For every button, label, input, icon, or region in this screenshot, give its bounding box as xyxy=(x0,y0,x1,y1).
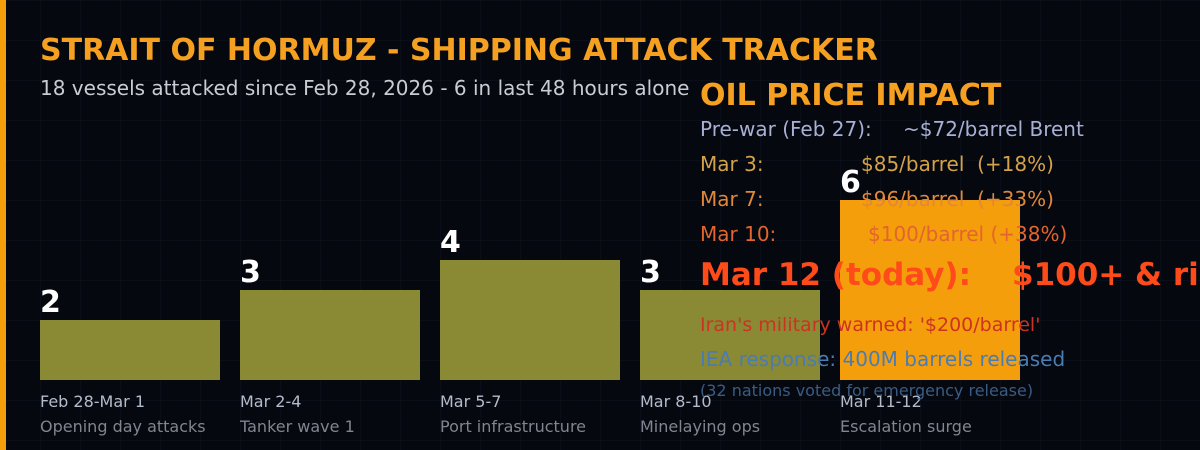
prewar-value: ~$72/barrel Brent xyxy=(903,117,1084,141)
price-date: Mar 7: xyxy=(700,187,764,211)
bars: 2 Feb 28-Mar 1 Opening day attacks 3 Mar 2-4… xyxy=(40,165,1020,436)
value-label: 2 xyxy=(40,285,61,320)
chart-title: STRAIT OF HORMUZ - SHIPPING ATTACK TRACK… xyxy=(40,33,878,68)
iea-note: (32 nations voted for emergency release) xyxy=(700,381,1033,400)
today-value: $100+ & ri xyxy=(1012,257,1199,293)
price-date: Mar 10: xyxy=(700,222,776,246)
chart-subtitle: 18 vessels attacked since Feb 28, 2026 -… xyxy=(40,76,689,100)
category-label: Mar 2-4 xyxy=(240,392,301,411)
category-description: Tanker wave 1 xyxy=(239,417,355,436)
prewar-label: Pre-war (Feb 27): xyxy=(700,117,872,141)
category-label: Mar 11-12 xyxy=(840,392,922,411)
value-label: 3 xyxy=(640,255,661,290)
oil-panel: OIL PRICE IMPACT Pre-war (Feb 27): ~$72/… xyxy=(700,78,1199,400)
category-description: Minelaying ops xyxy=(640,417,760,436)
bar xyxy=(240,290,420,380)
price-date: Mar 3: xyxy=(700,152,764,176)
category-description: Escalation surge xyxy=(840,417,972,436)
price-value: $96/barrel (+33%) xyxy=(861,187,1054,211)
bar xyxy=(840,200,1020,380)
iea-response: IEA response: 400M barrels released xyxy=(700,347,1065,371)
category-description: Opening day attacks xyxy=(40,417,206,436)
price-value: $100/barrel (+38%) xyxy=(868,222,1067,246)
bar xyxy=(440,260,620,380)
value-label: 4 xyxy=(440,225,461,260)
warning: Iran's military warned: '$200/barrel' xyxy=(700,314,1040,336)
value-label: 3 xyxy=(240,255,261,290)
accent-border xyxy=(0,0,6,450)
bar xyxy=(40,320,220,380)
today-label: Mar 12 (today): xyxy=(700,257,971,293)
price-value: $85/barrel (+18%) xyxy=(861,152,1054,176)
category-label: Mar 5-7 xyxy=(440,392,501,411)
category-description: Port infrastructure xyxy=(440,417,586,436)
category-label: Mar 8-10 xyxy=(640,392,712,411)
bar xyxy=(640,290,820,380)
panel-title: OIL PRICE IMPACT xyxy=(700,78,1002,113)
value-label: 6 xyxy=(840,165,861,200)
category-label: Feb 28-Mar 1 xyxy=(40,392,145,411)
